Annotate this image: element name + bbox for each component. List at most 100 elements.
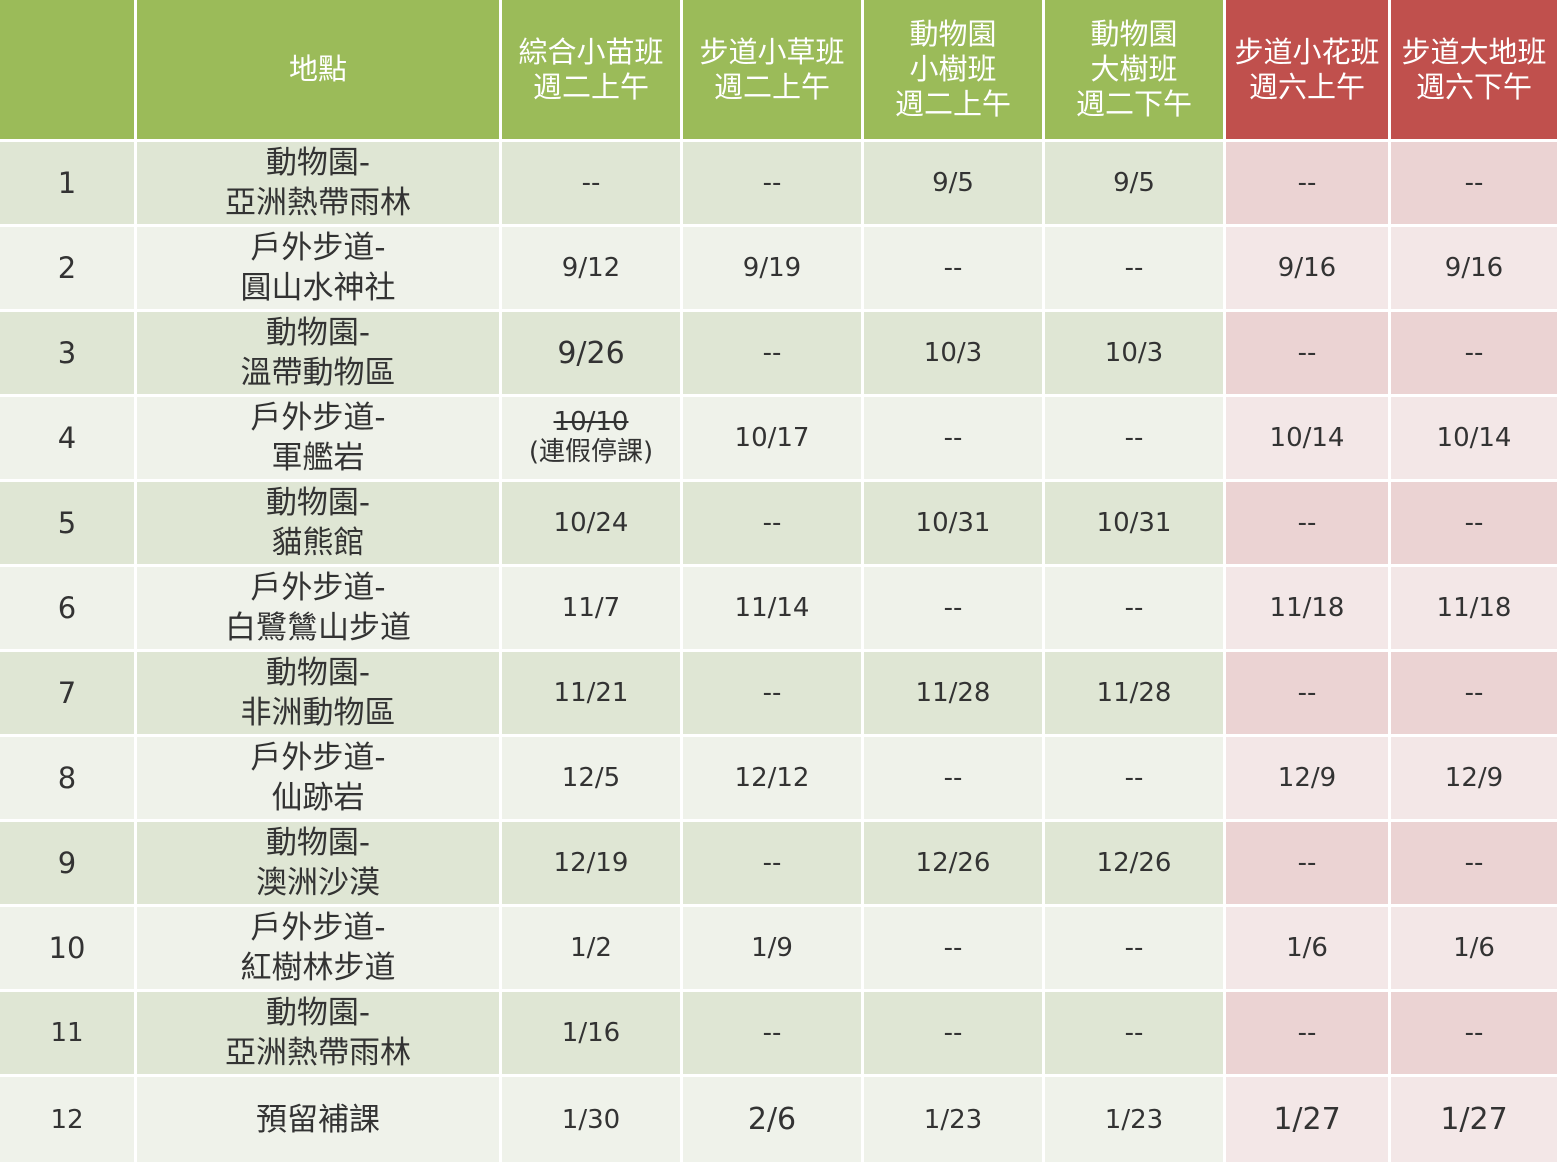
date-cell: 12/26	[1045, 822, 1226, 907]
header-line: 週二上午	[532, 69, 649, 104]
header-class-flower: 步道小花班 週六上午	[1226, 0, 1391, 142]
header-line: 週二上午	[894, 87, 1011, 121]
header-line: 步道小草班	[699, 34, 845, 69]
header-line: 動物園	[1090, 17, 1178, 51]
date-cell: 1/9	[683, 907, 864, 992]
date-cell: --	[1045, 567, 1226, 652]
location-name: 貓熊館	[271, 525, 365, 561]
date-cell: 9/26	[502, 312, 683, 397]
date-cell: 9/19	[683, 227, 864, 312]
date-cell: 10/14	[1391, 397, 1557, 482]
date-cell: --	[1391, 482, 1557, 567]
table-row: 2 戶外步道- 圓山水神社 9/12 9/19 -- -- 9/16 9/16	[0, 227, 1557, 312]
date-cell: --	[1226, 992, 1391, 1077]
location-name: 紅樹林步道	[240, 950, 396, 986]
table-row: 11 動物園- 亞洲熱帶雨林 1/16 -- -- -- -- --	[0, 992, 1557, 1077]
row-number: 1	[0, 142, 137, 227]
location-category: 動物園-	[265, 145, 371, 181]
header-line: 大樹班	[1090, 52, 1178, 86]
location-name: 澳洲沙漠	[256, 865, 380, 901]
header-row: 地點 綜合小苗班 週二上午 步道小草班 週二上午 動物園 小樹班 週二上午 動物園 大樹班 週二下午…	[0, 0, 1557, 142]
header-line: 步道小花班	[1234, 34, 1380, 69]
table-header: 地點 綜合小苗班 週二上午 步道小草班 週二上午 動物園 小樹班 週二上午 動物園 大樹班 週二下午…	[0, 0, 1557, 142]
location-category: 戶外步道-	[250, 230, 386, 266]
date-cell: 9/12	[502, 227, 683, 312]
date-cell: --	[1045, 737, 1226, 822]
date-cell: --	[864, 992, 1045, 1077]
date-cell: --	[1226, 822, 1391, 907]
header-index	[0, 0, 137, 142]
date-cell: --	[864, 737, 1045, 822]
date-cell: 10/3	[1045, 312, 1226, 397]
location-name: 圓山水神社	[240, 270, 396, 306]
date-cell: 9/5	[864, 142, 1045, 227]
location-category: 動物園-	[265, 655, 371, 691]
row-number: 7	[0, 652, 137, 737]
header-line: 週二上午	[713, 69, 830, 104]
date-cell: 10/31	[864, 482, 1045, 567]
date-cell: --	[1226, 482, 1391, 567]
row-number: 6	[0, 567, 137, 652]
date-cell: --	[1391, 822, 1557, 907]
header-line: 步道大地班	[1401, 34, 1547, 69]
date-cell: --	[1391, 142, 1557, 227]
date-cell: --	[1391, 652, 1557, 737]
date-cell: 11/14	[683, 567, 864, 652]
date-cell: 12/12	[683, 737, 864, 822]
date-cell: --	[683, 992, 864, 1077]
header-line: 動物園	[909, 17, 997, 51]
row-number: 10	[0, 907, 137, 992]
date-cell: --	[1045, 397, 1226, 482]
date-cell: 12/5	[502, 737, 683, 822]
date-cell: --	[683, 482, 864, 567]
date-cell: --	[1391, 312, 1557, 397]
row-number: 12	[0, 1077, 137, 1162]
date-cell: 10/24	[502, 482, 683, 567]
location-cell: 戶外步道- 紅樹林步道	[137, 907, 502, 992]
location-category: 戶外步道-	[250, 910, 386, 946]
date-cell: 1/27	[1226, 1077, 1391, 1162]
date-cell: 9/5	[1045, 142, 1226, 227]
date-cell: 1/23	[864, 1077, 1045, 1162]
table-row: 4 戶外步道- 軍艦岩 10/10 (連假停課) 10/17 -- -- 10/14 10/14	[0, 397, 1557, 482]
header-class-grass: 步道小草班 週二上午	[683, 0, 864, 142]
date-cell: 10/17	[683, 397, 864, 482]
header-class-big-tree: 動物園 大樹班 週二下午	[1045, 0, 1226, 142]
location-category: 戶外步道-	[250, 740, 386, 776]
date-cell: --	[1391, 992, 1557, 1077]
date-cell: 12/19	[502, 822, 683, 907]
date-cell: 12/9	[1226, 737, 1391, 822]
date-cell: --	[1226, 142, 1391, 227]
date-cell: --	[1045, 907, 1226, 992]
location-cell: 動物園- 非洲動物區	[137, 652, 502, 737]
header-location: 地點	[137, 0, 502, 142]
table-row: 9 動物園- 澳洲沙漠 12/19 -- 12/26 12/26 -- --	[0, 822, 1557, 907]
location-category: 動物園-	[265, 825, 371, 861]
location-cell: 戶外步道- 仙跡岩	[137, 737, 502, 822]
date-cell: --	[683, 142, 864, 227]
location-category: 動物園-	[265, 995, 371, 1031]
location-category: 戶外步道-	[250, 570, 386, 606]
location-category: 動物園-	[265, 315, 371, 351]
location-cell: 動物園- 澳洲沙漠	[137, 822, 502, 907]
location-cell: 動物園- 貓熊館	[137, 482, 502, 567]
header-line: 週六上午	[1248, 69, 1365, 104]
date-cell: --	[683, 652, 864, 737]
row-number: 11	[0, 992, 137, 1077]
table-body: 1 動物園- 亞洲熱帶雨林 -- -- 9/5 9/5 -- -- 2 戶外步道- 圓山水神社 9/12…	[0, 142, 1557, 1162]
date-cell: --	[864, 907, 1045, 992]
location-name: 仙跡岩	[271, 780, 365, 816]
location-category: 動物園-	[265, 485, 371, 521]
location-cell: 戶外步道- 圓山水神社	[137, 227, 502, 312]
date-cell: 11/28	[864, 652, 1045, 737]
table-row: 3 動物園- 溫帶動物區 9/26 -- 10/3 10/3 -- --	[0, 312, 1557, 397]
date-cell: 1/30	[502, 1077, 683, 1162]
date-cell: --	[1045, 227, 1226, 312]
row-number: 3	[0, 312, 137, 397]
date-cell: --	[683, 312, 864, 397]
date-cell: 10/10 (連假停課)	[502, 397, 683, 482]
header-class-small-tree: 動物園 小樹班 週二上午	[864, 0, 1045, 142]
cancel-note: (連假停課)	[528, 437, 654, 467]
date-cell: 2/6	[683, 1077, 864, 1162]
